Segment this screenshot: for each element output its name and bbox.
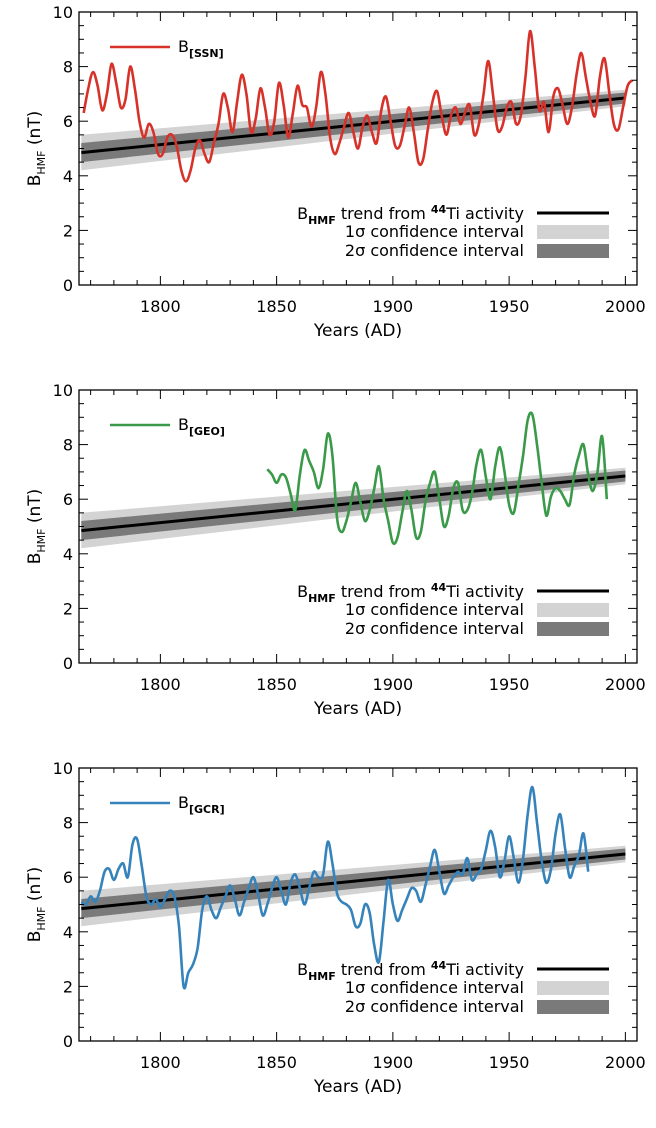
- legend-trend-text: trend from: [336, 582, 431, 601]
- legend-sigma2-swatch: [537, 1000, 609, 1014]
- y-tick-label: 4: [63, 923, 73, 942]
- x-tick-label: 1900: [373, 297, 414, 316]
- y-tick-label: 2: [63, 977, 73, 996]
- y-tick-label: 6: [63, 490, 73, 509]
- legend-trend-main: B: [297, 960, 308, 979]
- x-tick-label: 2000: [605, 297, 646, 316]
- legend-series-label: B[GCR]: [178, 793, 225, 816]
- legend-trend-label: BHMF trend from 44Ti activity: [297, 959, 524, 983]
- y-tick-label: 2: [63, 599, 73, 618]
- legend-series-label-sub: [SSN]: [189, 47, 224, 60]
- legend-series-label-main: B: [178, 415, 189, 434]
- x-axis-label: Years (AD): [313, 1077, 402, 1097]
- legend-trend-label: BHMF trend from 44Ti activity: [297, 203, 524, 227]
- y-axis-label-main: B: [25, 175, 45, 187]
- legend-trend-main: B: [297, 204, 308, 223]
- y-axis-label-sub: HMF: [35, 907, 48, 931]
- legend-trend-sup: 44: [431, 959, 447, 972]
- y-tick-label: 8: [63, 814, 73, 833]
- x-tick-label: 1800: [140, 1053, 181, 1072]
- y-tick-label: 10: [53, 381, 73, 400]
- legend-sigma2-label: 2σ confidence interval: [345, 997, 524, 1016]
- trend-line: [81, 474, 626, 533]
- y-tick-label: 10: [53, 759, 73, 778]
- legend-trend-sup: 44: [431, 581, 447, 594]
- y-tick-label: 10: [53, 3, 73, 22]
- y-axis-label-main: B: [25, 931, 45, 943]
- y-tick-label: 4: [63, 545, 73, 564]
- legend-trend-text2: Ti activity: [445, 582, 524, 601]
- y-tick-label: 6: [63, 112, 73, 131]
- y-tick-label: 8: [63, 58, 73, 77]
- legend-sigma1-label: 1σ confidence interval: [345, 600, 524, 619]
- x-tick-label: 2000: [605, 1053, 646, 1072]
- legend-series-label-sub: [GCR]: [189, 803, 225, 816]
- legend-series-label-main: B: [178, 793, 189, 812]
- trend-line: [81, 852, 626, 911]
- y-tick-label: 6: [63, 868, 73, 887]
- legend-sigma1-label: 1σ confidence interval: [345, 978, 524, 997]
- legend-trend-main: B: [297, 582, 308, 601]
- legend-trend-text: trend from: [336, 960, 431, 979]
- y-tick-label: 2: [63, 221, 73, 240]
- sigma1-band: [81, 848, 626, 919]
- x-tick-label: 1950: [489, 297, 530, 316]
- legend-sigma2-label: 2σ confidence interval: [345, 241, 524, 260]
- y-axis-label: BHMF (nT): [25, 867, 48, 943]
- y-tick-label: 0: [63, 276, 73, 295]
- legend-trend-sup: 44: [431, 203, 447, 216]
- legend-sigma2-label: 2σ confidence interval: [345, 619, 524, 638]
- legend-sigma1-swatch: [537, 981, 609, 995]
- legend-trend-text2: Ti activity: [445, 204, 524, 223]
- x-axis-label: Years (AD): [313, 321, 402, 341]
- series-line: [82, 29, 634, 183]
- x-tick-label: 2000: [605, 675, 646, 694]
- legend-sigma2-swatch: [537, 244, 609, 258]
- legend-series-label-main: B: [178, 37, 189, 56]
- y-tick-label: 8: [63, 436, 73, 455]
- series-line: [80, 785, 590, 990]
- y-axis-label-unit: (nT): [25, 489, 45, 529]
- series-line: [266, 411, 609, 546]
- legend-series-label: B[SSN]: [178, 37, 224, 60]
- legend-trend-text: trend from: [336, 204, 431, 223]
- legend-series-label: B[GEO]: [178, 415, 225, 438]
- y-axis-label-sub: HMF: [35, 151, 48, 175]
- x-tick-label: 1900: [373, 1053, 414, 1072]
- y-axis-label: BHMF (nT): [25, 111, 48, 187]
- x-tick-label: 1850: [256, 1053, 297, 1072]
- legend-series-label-sub: [GEO]: [189, 425, 225, 438]
- y-tick-label: 0: [63, 1032, 73, 1051]
- legend-sigma2-swatch: [537, 622, 609, 636]
- x-tick-label: 1850: [256, 675, 297, 694]
- legend-trend-sub: HMF: [308, 592, 336, 605]
- x-tick-label: 1800: [140, 297, 181, 316]
- legend-sigma1-swatch: [537, 225, 609, 239]
- y-axis-label: BHMF (nT): [25, 489, 48, 565]
- legend-sigma1-swatch: [537, 603, 609, 617]
- x-axis-label: Years (AD): [313, 699, 402, 719]
- y-tick-label: 0: [63, 654, 73, 673]
- legend-trend-text2: Ti activity: [445, 960, 524, 979]
- y-axis-label-sub: HMF: [35, 529, 48, 553]
- legend-sigma1-label: 1σ confidence interval: [345, 222, 524, 241]
- legend-trend-label: BHMF trend from 44Ti activity: [297, 581, 524, 605]
- x-tick-label: 1850: [256, 297, 297, 316]
- sigma1-band: [81, 470, 626, 541]
- trend-line: [81, 96, 626, 155]
- y-axis-label-unit: (nT): [25, 867, 45, 907]
- y-axis-label-main: B: [25, 553, 45, 565]
- x-tick-label: 1800: [140, 675, 181, 694]
- x-tick-label: 1950: [489, 1053, 530, 1072]
- y-axis-label-unit: (nT): [25, 111, 45, 151]
- legend-trend-sub: HMF: [308, 970, 336, 983]
- y-tick-label: 4: [63, 167, 73, 186]
- x-tick-label: 1900: [373, 675, 414, 694]
- legend-trend-sub: HMF: [308, 214, 336, 227]
- x-tick-label: 1950: [489, 675, 530, 694]
